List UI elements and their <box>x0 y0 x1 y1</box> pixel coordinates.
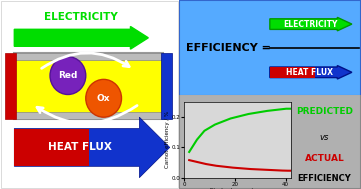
Text: EFFICIENCY =: EFFICIENCY = <box>186 43 271 53</box>
Polygon shape <box>14 117 170 178</box>
Circle shape <box>86 79 122 117</box>
Text: Ox: Ox <box>97 94 110 103</box>
FancyArrow shape <box>14 26 148 49</box>
Polygon shape <box>14 129 90 166</box>
Text: HEAT FLUX: HEAT FLUX <box>287 68 334 77</box>
FancyBboxPatch shape <box>14 53 162 60</box>
Circle shape <box>50 57 86 94</box>
X-axis label: Electrode sep. / mm: Electrode sep. / mm <box>210 188 265 189</box>
FancyArrow shape <box>270 66 352 79</box>
FancyArrow shape <box>270 17 352 31</box>
Text: ELECTRICITY: ELECTRICITY <box>283 20 337 29</box>
FancyArrow shape <box>270 67 316 78</box>
FancyBboxPatch shape <box>14 112 162 119</box>
Y-axis label: Carnot efficiency / %: Carnot efficiency / % <box>165 111 170 168</box>
Text: EFFICIENCY: EFFICIENCY <box>298 174 351 183</box>
FancyBboxPatch shape <box>179 0 361 96</box>
FancyBboxPatch shape <box>1 1 178 188</box>
Text: vs: vs <box>320 132 329 142</box>
FancyBboxPatch shape <box>161 53 171 119</box>
Text: PREDICTED: PREDICTED <box>296 107 353 116</box>
Text: ACTUAL: ACTUAL <box>305 154 344 163</box>
Text: ELECTRICITY: ELECTRICITY <box>44 12 117 22</box>
FancyBboxPatch shape <box>5 53 16 119</box>
Text: Red: Red <box>58 71 78 80</box>
Text: HEAT FLUX: HEAT FLUX <box>48 143 112 152</box>
FancyBboxPatch shape <box>14 53 162 119</box>
FancyBboxPatch shape <box>179 94 361 189</box>
